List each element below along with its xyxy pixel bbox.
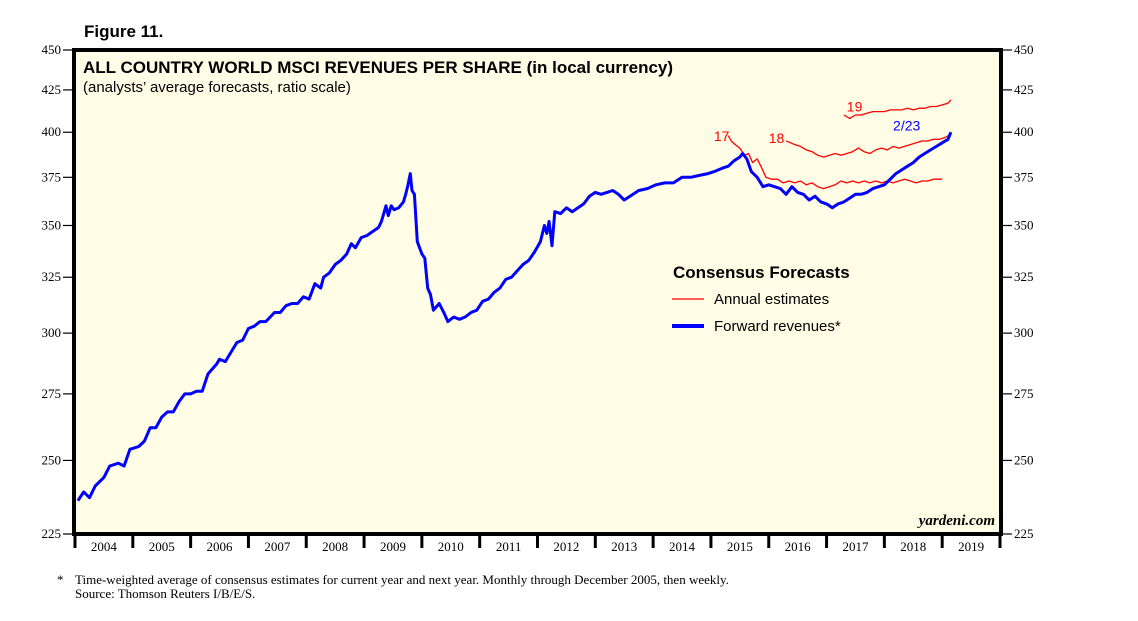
y-tick-label-left: 250 (42, 452, 62, 467)
y-tick-label-left: 325 (42, 269, 62, 284)
y-axis-left: 225 250 275 300 325 350 375 400 425 450 (42, 42, 73, 541)
chart-subtitle: (analysts’ average forecasts, ratio scal… (83, 79, 351, 96)
annotation-label: 17 (714, 128, 730, 144)
series-layer (76, 99, 953, 502)
chart-title: ALL COUNTRY WORLD MSCI REVENUES PER SHAR… (83, 58, 673, 77)
y-tick-label-left: 275 (42, 386, 62, 401)
footnote-marker: * (57, 572, 64, 587)
legend-label-annual: Annual estimates (714, 291, 829, 308)
y-tick-label-right: 275 (1014, 386, 1034, 401)
y-tick-label-left: 225 (42, 526, 62, 541)
x-tick-label: 2014 (669, 539, 696, 554)
x-tick-label: 2007 (264, 539, 291, 554)
x-tick-label: 2018 (900, 539, 926, 554)
annotation-label: 2/23 (893, 118, 920, 134)
x-tick-label: 2012 (553, 539, 579, 554)
x-tick-label: 2004 (91, 539, 118, 554)
legend: Consensus Forecasts Annual estimates For… (672, 263, 850, 335)
y-tick-label-right: 400 (1014, 124, 1034, 139)
series-annual-estimate (843, 99, 952, 120)
legend-label-forward: Forward revenues* (714, 318, 841, 335)
y-tick-label-right: 300 (1014, 325, 1034, 340)
x-tick-label: 2008 (322, 539, 348, 554)
y-tick-label-left: 300 (42, 325, 62, 340)
y-tick-label-right: 450 (1014, 42, 1034, 57)
figure-label: Figure 11. (84, 22, 164, 41)
source-note: Source: Thomson Reuters I/B/E/S. (75, 586, 256, 601)
x-tick-label: 2017 (842, 539, 869, 554)
x-tick-label: 2015 (727, 539, 753, 554)
y-tick-label-right: 375 (1014, 169, 1034, 184)
x-tick-label: 2013 (611, 539, 637, 554)
x-tick-label: 2016 (785, 539, 812, 554)
y-tick-label-left: 350 (42, 217, 62, 232)
y-tick-label-right: 425 (1014, 82, 1034, 97)
y-tick-label-right: 325 (1014, 269, 1034, 284)
y-axis-right: 225 250 275 300 325 350 375 400 425 450 (1002, 42, 1034, 541)
y-tick-label-left: 425 (42, 82, 62, 97)
annotations: 17 18 19 2/23 (714, 99, 921, 146)
annotation-label: 18 (769, 130, 785, 146)
series-annual-estimate (727, 135, 943, 190)
x-tick-label: 2009 (380, 539, 406, 554)
x-tick-label: 2006 (207, 539, 234, 554)
legend-title: Consensus Forecasts (673, 263, 850, 282)
plot-background (75, 50, 1000, 534)
watermark: yardeni.com (917, 513, 995, 529)
y-tick-label-left: 375 (42, 169, 62, 184)
x-tick-label: 2019 (958, 539, 984, 554)
y-tick-label-right: 350 (1014, 217, 1034, 232)
y-tick-label-right: 250 (1014, 452, 1034, 467)
annotation-label: 19 (847, 99, 863, 115)
footnote: * Time-weighted average of consensus esti… (57, 573, 729, 601)
x-axis: 2004 2005 2006 2007 2008 2009 2010 2011 2012 2013… (73, 534, 1002, 554)
series-annual-estimate (785, 133, 952, 158)
y-tick-label-left: 400 (42, 124, 62, 139)
footnote-text: Time-weighted average of consensus estim… (75, 572, 729, 587)
series-forward-revenues (76, 131, 953, 502)
x-tick-label: 2010 (438, 539, 464, 554)
y-tick-label-left: 450 (42, 42, 62, 57)
y-tick-label-right: 225 (1014, 526, 1034, 541)
x-tick-label: 2005 (149, 539, 175, 554)
x-tick-label: 2011 (496, 539, 522, 554)
